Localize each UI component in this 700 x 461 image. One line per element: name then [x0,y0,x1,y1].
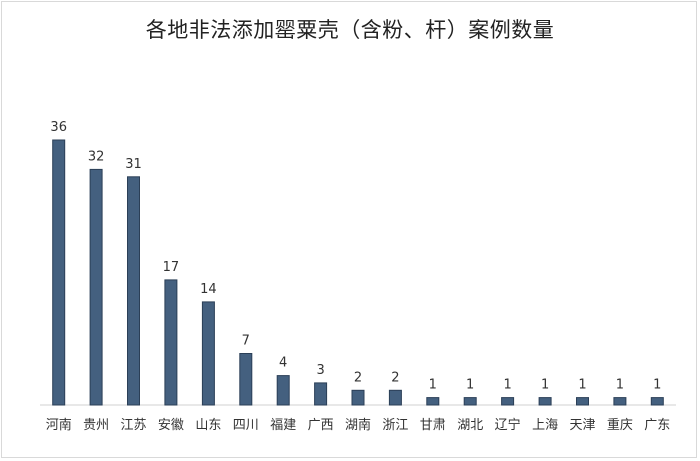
category-label-浙江: 浙江 [382,418,408,433]
category-label-重庆: 重庆 [607,417,633,433]
bar-湖南 [351,389,365,406]
value-label-江苏: 31 [125,157,142,172]
value-label-安徽: 17 [163,260,180,275]
value-label-湖南: 2 [354,370,362,385]
category-label-江苏: 江苏 [120,417,146,433]
value-label-浙江: 2 [391,370,399,385]
value-label-福建: 4 [279,356,287,371]
bar-辽宁 [501,397,515,406]
value-label-辽宁: 1 [503,378,511,393]
bar-河南 [52,139,66,406]
bar-广东 [650,397,664,406]
value-label-山东: 14 [200,282,217,297]
category-label-广东: 广东 [644,418,670,433]
value-label-甘肃: 1 [429,378,437,393]
chart-title: 各地非法添加罂粟壳（含粉、杆）案例数量 [145,18,555,42]
bar-重庆 [613,397,627,406]
bars-group [52,139,664,406]
value-label-天津: 1 [578,378,586,393]
category-label-贵州: 贵州 [83,418,109,433]
category-label-山东: 山东 [195,418,221,433]
category-label-福建: 福建 [270,418,296,433]
category-label-辽宁: 辽宁 [495,417,521,433]
value-label-湖北: 1 [466,378,474,393]
value-label-河南: 36 [50,120,67,135]
bar-天津 [576,397,589,406]
value-label-广西: 3 [316,363,324,378]
value-label-上海: 1 [541,378,549,393]
value-label-四川: 7 [242,334,250,349]
bar-浙江 [388,389,402,406]
value-label-重庆: 1 [616,378,624,393]
bar-湖北 [463,397,477,406]
category-label-安徽: 安徽 [158,418,184,433]
category-label-湖南: 湖南 [345,417,371,433]
bar-上海 [538,397,552,406]
bar-福建 [276,375,290,406]
bar-安徽 [164,279,178,406]
bar-山东 [201,301,215,406]
category-labels-group: 河南 贵州 江苏 安徽 山东 四川 福建 广西 湖南 浙江 甘肃 湖北 辽宁 上海 天津 重庆 广东 [46,417,671,433]
category-label-广西: 广西 [308,418,334,433]
category-label-四川: 四川 [233,418,259,433]
value-label-广东: 1 [653,378,661,393]
bar-江苏 [127,176,140,406]
bar-广西 [314,382,328,406]
bar-贵州 [89,168,103,406]
category-label-河南: 河南 [46,417,72,433]
bar-甘肃 [426,397,440,406]
category-label-甘肃: 甘肃 [420,418,446,433]
category-label-天津: 天津 [569,418,595,433]
category-label-上海: 上海 [532,418,558,433]
category-label-湖北: 湖北 [457,418,483,433]
value-label-贵州: 32 [88,149,105,164]
bar-四川 [239,353,253,406]
